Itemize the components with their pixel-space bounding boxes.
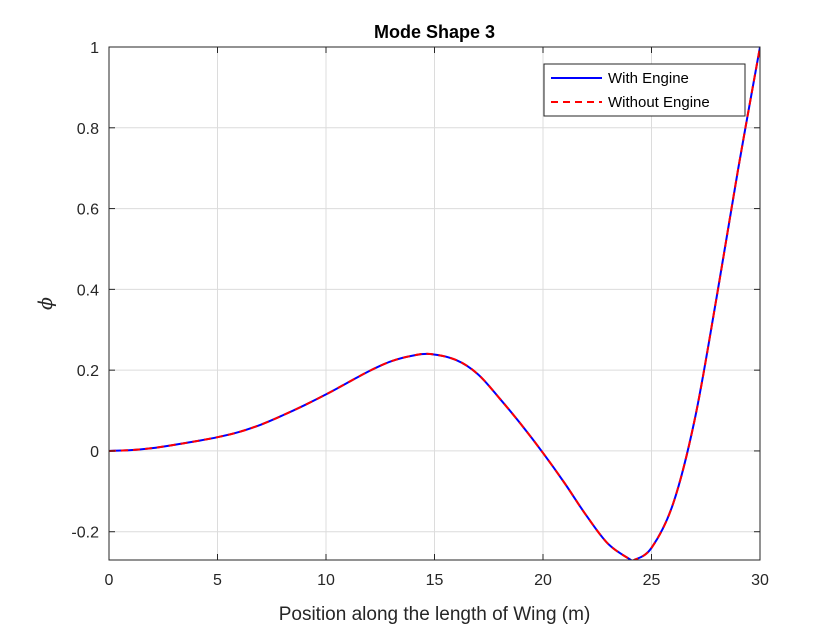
- axis-ticks: 0 5 10 15 20 25 30 -0.2 0 0.2 0.4 0.6 0.8 1: [71, 40, 769, 589]
- legend: With Engine Without Engine: [543, 63, 746, 117]
- x-tick-label: 25: [643, 572, 661, 589]
- y-tick-label: 0: [90, 444, 99, 461]
- y-tick-label: 0.2: [77, 363, 99, 380]
- y-axis-label: ϕ: [35, 297, 57, 310]
- legend-label-without-engine: Without Engine: [608, 94, 710, 111]
- y-tick-label: 0.6: [77, 202, 99, 219]
- y-tick-label: 0.8: [77, 121, 99, 138]
- legend-box: [543, 63, 746, 117]
- x-tick-label: 0: [105, 572, 114, 589]
- y-tick-label: 0.4: [77, 282, 99, 299]
- legend-label-with-engine: With Engine: [608, 70, 689, 87]
- x-tick-label: 20: [534, 572, 552, 589]
- x-axis-label: Position along the length of Wing (m): [279, 604, 591, 625]
- series-line-without-engine: [109, 47, 760, 560]
- y-tick-label: -0.2: [71, 525, 99, 542]
- y-tick-label: 1: [90, 40, 99, 57]
- x-tick-label: 30: [751, 572, 769, 589]
- chart-title: Mode Shape 3: [374, 22, 495, 42]
- series-lines: [109, 47, 760, 560]
- x-tick-label: 10: [317, 572, 335, 589]
- x-tick-label: 5: [213, 572, 222, 589]
- x-tick-label: 15: [426, 572, 444, 589]
